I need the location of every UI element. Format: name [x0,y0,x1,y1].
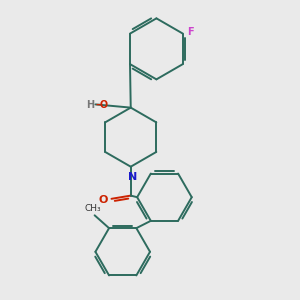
Text: F: F [187,27,193,37]
Text: O: O [99,195,108,206]
Text: –O: –O [96,100,109,110]
Text: CH₃: CH₃ [85,204,101,213]
Text: N: N [128,172,137,182]
Text: H: H [86,100,94,110]
